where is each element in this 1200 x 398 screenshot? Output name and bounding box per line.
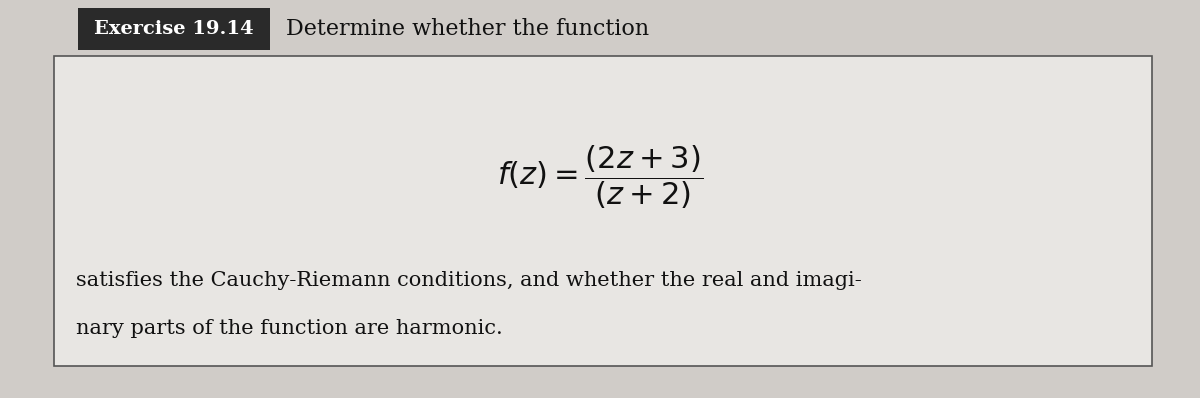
Text: Determine whether the function: Determine whether the function xyxy=(286,18,649,40)
Text: Exercise 19.14: Exercise 19.14 xyxy=(94,20,254,38)
FancyBboxPatch shape xyxy=(54,56,1152,366)
Text: $f(z) = \dfrac{(2z + 3)}{(z + 2)}$: $f(z) = \dfrac{(2z + 3)}{(z + 2)}$ xyxy=(497,143,703,211)
Text: satisfies the Cauchy-Riemann conditions, and whether the real and imagi-: satisfies the Cauchy-Riemann conditions,… xyxy=(76,271,862,290)
FancyBboxPatch shape xyxy=(78,8,270,50)
Text: nary parts of the function are harmonic.: nary parts of the function are harmonic. xyxy=(76,319,503,338)
